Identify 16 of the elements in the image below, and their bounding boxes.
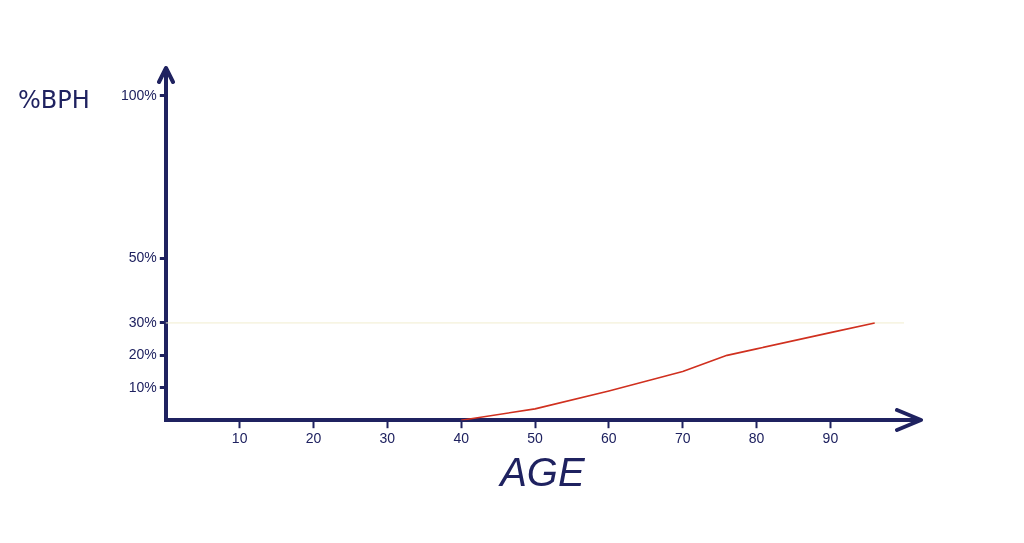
y-tick-label: 50% [128, 248, 157, 265]
y-tick-label: 10% [128, 378, 157, 395]
x-tick-label: 80 [748, 430, 765, 447]
x-tick-label: 90 [822, 430, 839, 447]
y-tick-label: 20% [128, 346, 157, 363]
x-tick-label: 50 [527, 430, 544, 447]
x-tick-label: 10 [231, 430, 248, 447]
x-tick-label: 20 [305, 430, 322, 447]
x-tick-label: 60 [601, 430, 617, 447]
x-tick-label: 40 [453, 430, 470, 447]
y-tick-label: 30% [128, 313, 157, 330]
y-tick-label: 100% [120, 86, 157, 103]
x-tick-label: 70 [674, 430, 691, 447]
x-tick-label: 30 [379, 430, 396, 447]
x-axis-title: AGE [498, 450, 586, 495]
y-axis-title: %BPH [18, 86, 90, 114]
